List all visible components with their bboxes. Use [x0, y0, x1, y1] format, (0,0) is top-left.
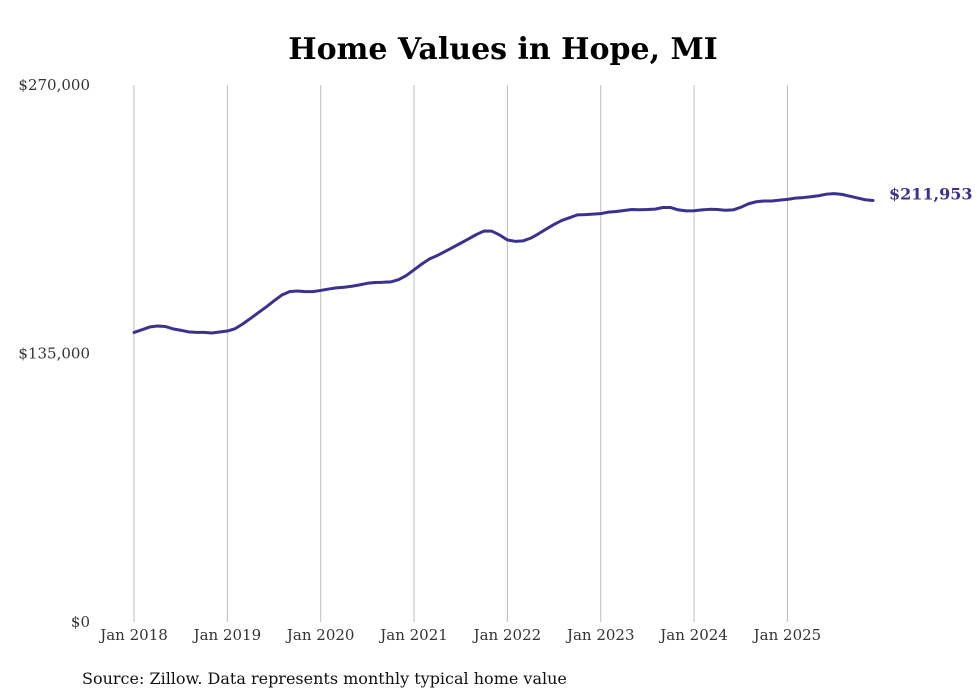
grid-lines: [133, 85, 788, 622]
chart-title: Home Values in Hope, MI: [288, 32, 717, 67]
x-tick-label: Jan 2019: [192, 626, 262, 644]
y-tick-label: $135,000: [18, 345, 90, 363]
y-tick-label: $270,000: [18, 76, 90, 94]
end-value-label: $211,953: [889, 184, 973, 203]
x-tick-label: Jan 2021: [378, 626, 448, 644]
x-tick-label: Jan 2025: [752, 626, 822, 644]
series-line-home-value: [132, 192, 875, 335]
y-tick-label: $0: [71, 613, 90, 631]
x-axis-ticks: Jan 2018 Jan 2019 Jan 2020 Jan 2021 Jan 2022…: [98, 626, 821, 644]
x-tick-label: Jan 2023: [565, 626, 635, 644]
source-note: Source: Zillow. Data represents monthly …: [82, 669, 567, 688]
x-tick-label: Jan 2022: [472, 626, 542, 644]
y-axis-ticks: $0 $135,000 $270,000: [18, 76, 90, 631]
x-tick-label: Jan 2024: [658, 626, 728, 644]
x-tick-label: Jan 2018: [98, 626, 168, 644]
x-tick-label: Jan 2020: [285, 626, 355, 644]
